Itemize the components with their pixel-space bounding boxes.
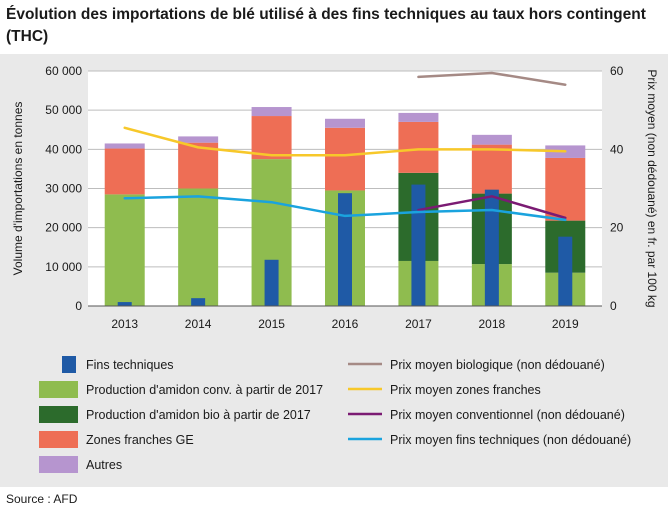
y-tick-right: 20 bbox=[610, 221, 624, 235]
bar-fins_techniques bbox=[191, 298, 206, 306]
bar-fins_techniques bbox=[558, 236, 573, 306]
x-tick-label: 2019 bbox=[552, 317, 579, 331]
legend-swatch-zones_franches bbox=[39, 431, 78, 448]
legend-label-zones_franches: Zones franches GE bbox=[86, 433, 194, 447]
bar-autres bbox=[178, 136, 219, 143]
legend-label-prix_zones: Prix moyen zones franches bbox=[390, 383, 541, 397]
bar-fins_techniques bbox=[484, 189, 499, 306]
bar-fins_techniques bbox=[264, 259, 279, 306]
bar-fins_techniques bbox=[338, 193, 352, 306]
bar-zones_franches bbox=[104, 148, 145, 195]
y-axis-title-right: Prix moyen (non dédouané) en fr. par 100… bbox=[645, 69, 659, 307]
legend: Fins techniques Production d'amidon conv.… bbox=[39, 356, 631, 473]
y-tick-left: 60 000 bbox=[45, 64, 82, 78]
chart-svg: 0 10 000 20 000 30 000 40 000 50 000 60 000 0 20… bbox=[11, 64, 659, 473]
y-tick-left: 20 000 bbox=[45, 221, 82, 235]
line-prix_conv bbox=[417, 195, 567, 220]
x-tick-label: 2013 bbox=[111, 317, 138, 331]
bar-amidon_conv bbox=[178, 188, 219, 306]
legend-label-prix_fins: Prix moyen fins techniques (non dédouané… bbox=[390, 433, 631, 447]
bar-autres bbox=[104, 143, 145, 149]
y-tick-left: 10 000 bbox=[45, 260, 82, 274]
bar-autres bbox=[325, 118, 365, 128]
plot-area: 0 10 000 20 000 30 000 40 000 50 000 60 000 0 20… bbox=[11, 64, 659, 331]
bar-autres bbox=[471, 134, 512, 145]
y-tick-left: 0 bbox=[75, 299, 82, 313]
bar-autres bbox=[398, 112, 439, 122]
line-prix_fins bbox=[123, 195, 567, 222]
bar-zones_franches bbox=[325, 127, 365, 191]
y-tick-right: 60 bbox=[610, 64, 624, 78]
y-tick-left: 30 000 bbox=[45, 182, 82, 196]
bar-fins_techniques bbox=[117, 302, 132, 306]
legend-label-amidon_conv: Production d'amidon conv. à partir de 20… bbox=[86, 383, 323, 397]
y-tick-left: 50 000 bbox=[45, 103, 82, 117]
x-tick-label: 2015 bbox=[258, 317, 285, 331]
legend-swatch-amidon_conv bbox=[39, 381, 78, 398]
bar-zones_franches bbox=[545, 157, 586, 221]
x-tick-label: 2016 bbox=[332, 317, 359, 331]
y-tick-left: 40 000 bbox=[45, 142, 82, 156]
source-note: Source : AFD bbox=[6, 492, 78, 506]
bar-autres bbox=[251, 107, 292, 117]
legend-swatch-fins_techniques bbox=[62, 356, 76, 373]
y-tick-right: 0 bbox=[610, 299, 617, 313]
legend-label-prix_conv: Prix moyen conventionnel (non dédouané) bbox=[390, 408, 625, 422]
line-prix_bio bbox=[417, 71, 567, 86]
y-axis-title-left: Volume d'importations en tonnes bbox=[11, 102, 25, 276]
legend-swatch-amidon_bio bbox=[39, 406, 78, 423]
x-tick-label: 2014 bbox=[185, 317, 212, 331]
x-tick-label: 2017 bbox=[405, 317, 432, 331]
legend-label-amidon_bio: Production d'amidon bio à partir de 2017 bbox=[86, 408, 311, 422]
y-tick-right: 40 bbox=[610, 142, 624, 156]
bar-zones_franches bbox=[251, 116, 292, 160]
legend-label-fins_techniques: Fins techniques bbox=[86, 358, 174, 372]
bar-amidon_conv bbox=[104, 194, 145, 306]
bar-zones_franches bbox=[178, 142, 219, 189]
bar-fins_techniques bbox=[411, 184, 426, 306]
legend-label-autres: Autres bbox=[86, 458, 122, 472]
chart-title: Évolution des importations de blé utilis… bbox=[6, 6, 646, 45]
x-tick-label: 2018 bbox=[479, 317, 506, 331]
legend-swatch-autres bbox=[39, 456, 78, 473]
bar-zones_franches bbox=[471, 144, 512, 194]
line-prix_zones bbox=[123, 126, 567, 157]
legend-label-prix_bio: Prix moyen biologique (non dédouané) bbox=[390, 358, 605, 372]
bar-zones_franches bbox=[398, 121, 439, 173]
